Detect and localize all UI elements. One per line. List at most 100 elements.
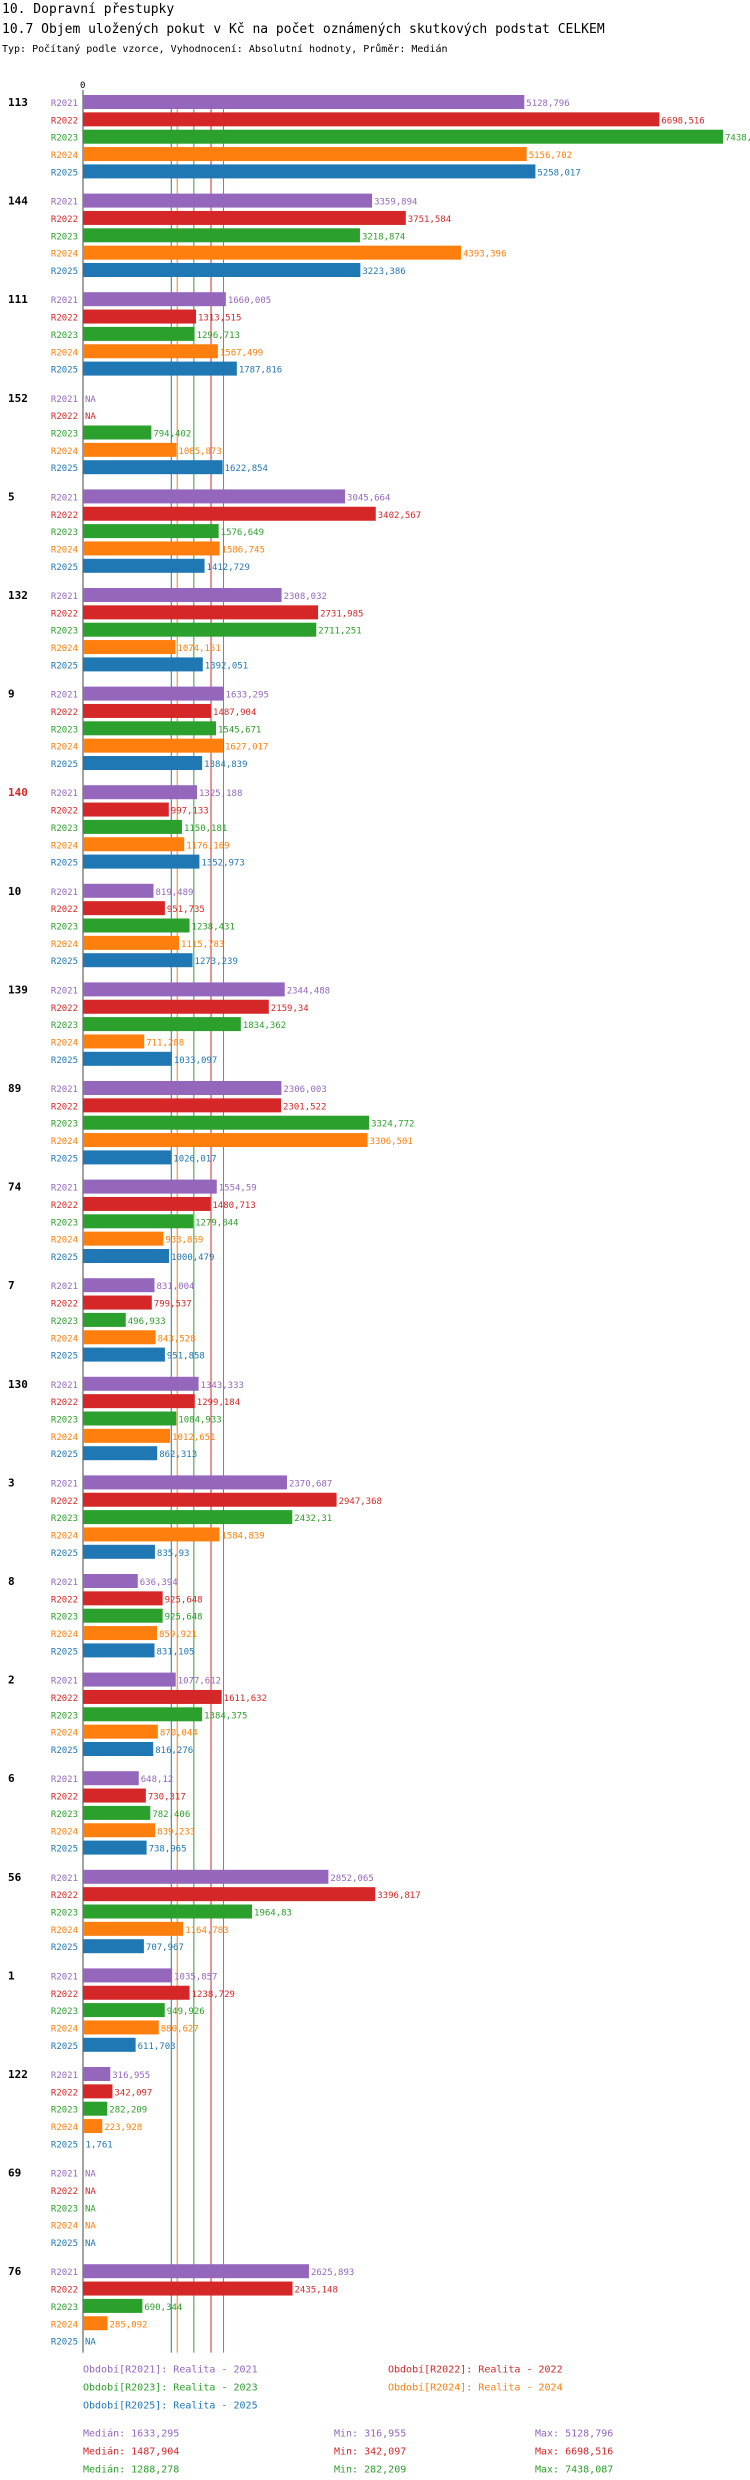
value-label: 2159,34 <box>271 1004 309 1014</box>
bar-r2021 <box>83 292 226 307</box>
series-label: R2022 <box>51 1497 78 1507</box>
group-label: 2 <box>8 1674 15 1687</box>
series-label: R2023 <box>51 528 78 538</box>
bar-r2024 <box>83 1724 158 1739</box>
bar-r2021 <box>83 1672 176 1687</box>
series-label: R2024 <box>51 1334 78 1344</box>
group-label: 89 <box>8 1082 21 1095</box>
value-label: 1392,051 <box>205 661 248 671</box>
value-label: 951,858 <box>167 1352 205 1362</box>
value-label: NA <box>85 2338 96 2348</box>
series-label: R2022 <box>51 1004 78 1014</box>
bar-r2022 <box>83 802 169 817</box>
bar-r2023 <box>83 622 317 637</box>
series-label: R2022 <box>51 1694 78 1704</box>
value-label: 816,276 <box>155 1746 193 1756</box>
bar-r2025 <box>83 1446 158 1461</box>
value-label: 862,313 <box>159 1450 197 1460</box>
bar-r2024 <box>83 245 462 260</box>
series-label: R2023 <box>51 1810 78 1820</box>
series-label: R2024 <box>51 1926 78 1936</box>
value-label: 6698,516 <box>661 116 704 126</box>
series-label: R2025 <box>51 464 78 474</box>
bar-r2023 <box>83 1411 177 1426</box>
bar-r2024 <box>83 1133 368 1148</box>
series-label: R2024 <box>51 447 78 457</box>
value-label: 3751,584 <box>408 215 451 225</box>
series-label: R2021 <box>51 1085 78 1095</box>
bar-r2024 <box>83 1428 171 1443</box>
value-label: 2301,522 <box>283 1102 326 1112</box>
bar-r2023 <box>83 1214 194 1229</box>
bar-r2023 <box>83 721 216 736</box>
bar-r2021 <box>83 193 373 208</box>
series-label: R2025 <box>51 1056 78 1066</box>
value-label: 1085,873 <box>178 447 221 457</box>
group-label: 140 <box>8 786 28 799</box>
series-label: R2022 <box>51 412 78 422</box>
bar-r2025 <box>83 1249 170 1263</box>
series-label: R2022 <box>51 1595 78 1605</box>
series-label: R2023 <box>51 1711 78 1721</box>
group-label: 130 <box>8 1378 28 1391</box>
value-label: 1554,59 <box>219 1184 257 1194</box>
bar-r2022 <box>83 309 197 324</box>
group-label: 9 <box>8 688 15 701</box>
value-label: 1238,431 <box>192 923 235 933</box>
series-label: R2024 <box>51 151 78 161</box>
value-label: 3402,567 <box>378 511 421 521</box>
value-label: 285,092 <box>110 2320 148 2330</box>
bar-r2025 <box>83 1150 172 1165</box>
value-label: NA <box>85 412 96 422</box>
group-label: 7 <box>8 1279 15 1292</box>
series-label: R2022 <box>51 708 78 718</box>
series-label: R2023 <box>51 331 78 341</box>
value-label: 2308,032 <box>284 592 327 602</box>
legend-median-r2022: Medián: 1487,904 <box>83 2446 179 2458</box>
bar-r2025 <box>83 1742 154 1756</box>
series-label: R2024 <box>51 940 78 950</box>
series-label: R2025 <box>51 2239 78 2249</box>
value-label: 2432,31 <box>294 1514 332 1524</box>
series-label: R2021 <box>51 1184 78 1194</box>
bar-r2024 <box>83 1921 184 1936</box>
value-label: 1627,017 <box>225 743 268 753</box>
bar-r2021 <box>83 686 224 701</box>
bar-r2025 <box>83 2037 136 2052</box>
bar-r2024 <box>83 640 176 655</box>
value-label: 1586,745 <box>222 545 265 555</box>
series-label: R2024 <box>51 1433 78 1443</box>
series-label: R2023 <box>51 1514 78 1524</box>
series-label: R2021 <box>51 1381 78 1391</box>
value-label: 839,233 <box>157 1827 195 1837</box>
bar-r2023 <box>83 1312 126 1327</box>
group-label: 74 <box>8 1181 22 1194</box>
bar-r2021 <box>83 1968 173 1983</box>
value-label: 1343,333 <box>201 1381 244 1391</box>
group-label: 3 <box>8 1476 15 1489</box>
series-label: R2021 <box>51 691 78 701</box>
bar-r2025 <box>83 1939 144 1954</box>
series-label: R2023 <box>51 923 78 933</box>
value-label: NA <box>85 395 96 405</box>
legend-median-r2023: Medián: 1288,278 <box>83 2464 179 2476</box>
series-label: R2025 <box>51 859 78 869</box>
group-label: 144 <box>8 195 28 208</box>
value-label: 1567,499 <box>220 348 263 358</box>
value-label: 925,648 <box>165 1613 203 1623</box>
value-label: 1352,973 <box>201 859 244 869</box>
bar-r2023 <box>83 524 219 539</box>
bar-r2022 <box>83 506 376 521</box>
series-label: R2025 <box>51 957 78 967</box>
value-label: 949,926 <box>167 2007 205 2017</box>
series-label: R2024 <box>51 2024 78 2034</box>
group-label: 6 <box>8 1772 15 1785</box>
value-label: 3359,894 <box>374 198 417 208</box>
value-label: 1000,479 <box>171 1253 214 1263</box>
series-label: R2023 <box>51 1909 78 1919</box>
bar-r2022 <box>83 1985 190 2000</box>
series-label: R2025 <box>51 661 78 671</box>
bar-r2022 <box>83 1098 282 1113</box>
value-label: 690,344 <box>144 2303 182 2313</box>
value-label: 1787,816 <box>239 366 282 376</box>
